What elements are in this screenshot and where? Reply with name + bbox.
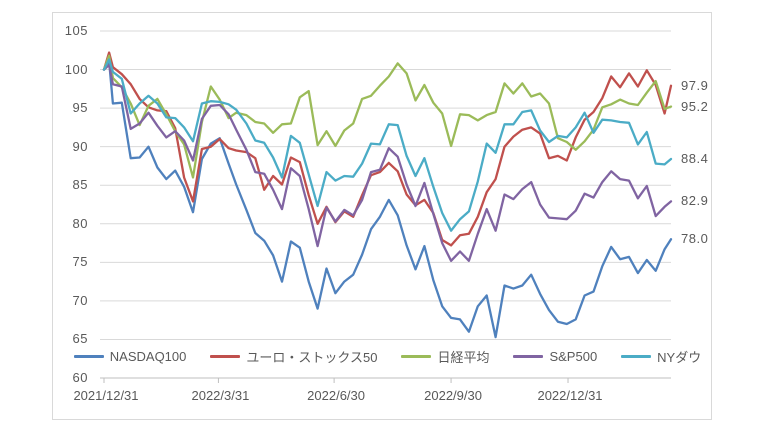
legend-swatch-euro-stoxx50 [210, 355, 241, 358]
legend-swatch-ny-dow [621, 355, 652, 358]
series-line-ny-dow [102, 58, 673, 232]
x-axis-label: 2022/6/30 [307, 388, 366, 403]
series-line-euro-stoxx50 [102, 51, 673, 247]
legend-label: 日経平均 [437, 350, 490, 365]
y-axis-label: 60 [72, 370, 88, 385]
legend-label: NASDAQ100 [109, 349, 187, 364]
legend-item-nikkei225: 日経平均 [401, 347, 489, 366]
x-axis-label: 2022/9/30 [424, 388, 482, 403]
legend-swatch-sp500 [513, 355, 544, 358]
end-value-label-nasdaq100: 78.0 [681, 231, 709, 247]
legend-label: S&P500 [549, 349, 598, 364]
y-axis-label: 95 [72, 100, 88, 116]
legend-label: ユーロ・ストックス50 [246, 350, 378, 365]
y-axis-label: 80 [72, 215, 88, 231]
end-value-label-sp500: 82.9 [681, 193, 709, 209]
y-axis-label: 90 [72, 138, 88, 154]
end-value-label-ny-dow: 88.4 [681, 151, 709, 166]
end-value-label-nikkei225: 95.2 [681, 98, 709, 114]
legend-item-euro-stoxx50: ユーロ・ストックス50 [210, 347, 377, 366]
y-axis-label: 75 [72, 254, 88, 270]
legend-swatch-nikkei225 [401, 355, 432, 358]
legend-swatch-nasdaq100 [73, 355, 104, 358]
y-axis-label: 85 [72, 177, 88, 193]
legend-item-nasdaq100: NASDAQ100 [73, 349, 187, 364]
end-value-label-euro-stoxx50: 97.9 [681, 77, 709, 93]
series-line-nikkei225 [102, 54, 673, 179]
y-axis-label: 65 [72, 331, 88, 347]
x-axis-label: 2022/12/31 [537, 388, 603, 403]
series-line-sp500 [102, 63, 673, 262]
x-axis-label: 2021/12/31 [73, 388, 139, 403]
x-axis-label: 2022/3/31 [191, 388, 250, 403]
y-axis-label: 105 [64, 23, 88, 38]
y-axis-label: 70 [72, 292, 88, 308]
legend-label: NYダウ [657, 350, 702, 365]
chart-legend: NASDAQ100 ユーロ・ストックス50 日経平均 S&P500 NYダウ [73, 347, 701, 366]
series-line-nasdaq100 [102, 59, 673, 339]
legend-item-sp500: S&P500 [513, 349, 597, 364]
y-axis-label: 100 [64, 61, 88, 77]
legend-item-ny-dow: NYダウ [621, 347, 701, 366]
chart-frame [52, 12, 712, 420]
